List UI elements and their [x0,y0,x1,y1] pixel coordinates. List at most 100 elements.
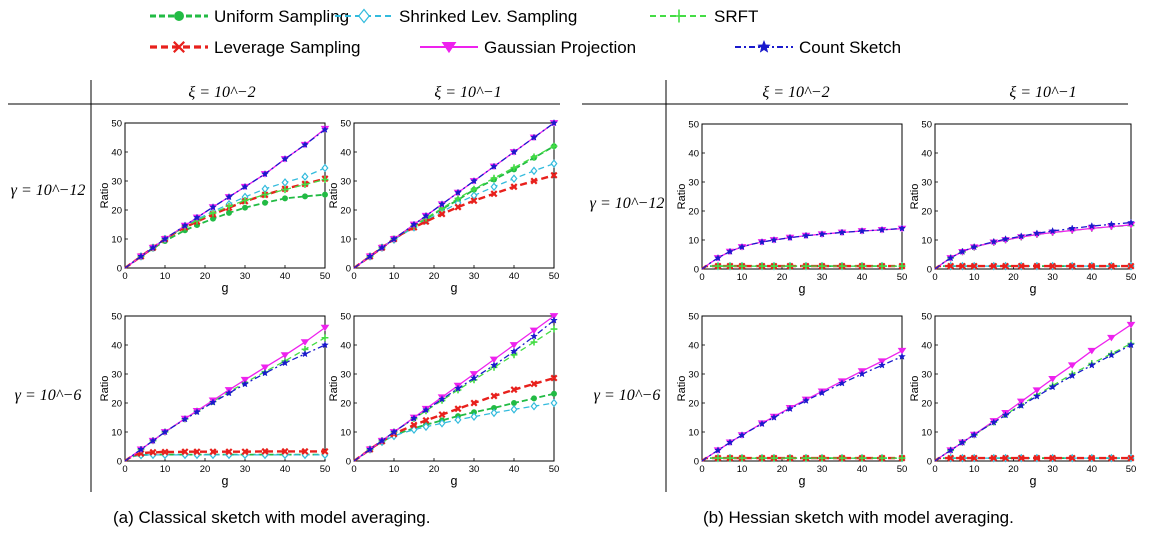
y-tick-label: 50 [921,312,932,323]
data-point [550,398,558,408]
chart-panel-3: 00 10 10 20 20 30 30 40 40 50 50 g Ratio [676,120,907,297]
legend-marker-5 [441,41,457,54]
x-tick-label: 50 [320,271,331,282]
x-tick-label: 50 [549,464,560,475]
data-point [758,419,766,428]
chart-panel-2: 00 10 10 20 20 30 30 40 40 50 50 g Ratio [328,119,559,296]
data-point [550,171,558,179]
series-count-sketch [124,125,329,269]
x-axis-label: g [1030,282,1037,296]
series-count-sketch [701,352,906,462]
data-point [470,373,478,382]
y-tick-label: 10 [111,428,122,439]
data-point [898,224,906,232]
data-point [958,438,967,446]
x-tick-label: 10 [389,464,400,475]
data-point [422,422,430,432]
series-line [353,402,555,462]
data-point [550,325,558,333]
x-tick-label: 40 [280,464,291,475]
data-point [838,262,846,270]
data-point [320,324,330,332]
x-tick-label: 40 [857,464,868,475]
col-header-xi-2-left: ξ = 10^−2 [188,84,255,101]
data-point [726,454,734,462]
data-point [422,405,430,414]
series-line [353,319,555,462]
data-point [242,204,248,211]
data-point [838,379,846,387]
data-point [1002,454,1010,462]
series-line [124,450,325,462]
data-point [1048,226,1057,235]
data-point [490,361,498,369]
data-point [786,454,794,462]
data-point [489,356,499,364]
row-header-gamma-12-left: γ = 10^−12 [11,182,86,199]
col-header-xi-1-left: ξ = 10^−1 [434,84,501,101]
data-point [530,380,538,388]
data-point [958,247,967,255]
data-point [1107,220,1116,228]
y-axis-label: Ratio [909,376,921,402]
data-point [770,413,778,421]
data-point [898,454,906,462]
x-tick-label: 20 [1008,272,1019,283]
data-point [281,178,289,187]
data-point [858,369,866,378]
data-point [1048,376,1057,383]
data-point [738,242,746,251]
data-point [1088,454,1096,462]
series-srft [701,454,906,462]
data-point [193,407,201,416]
x-tick-label: 30 [1047,272,1058,283]
data-point [454,384,462,392]
data-point [422,211,430,220]
data-point [1049,454,1057,462]
y-axis-label: Ratio [328,376,340,402]
data-point [970,454,978,462]
data-point [946,253,955,262]
data-point [300,339,310,346]
data-point [530,401,538,411]
data-point [510,386,518,394]
x-tick-label: 40 [509,464,520,475]
data-point [1087,221,1096,230]
data-point [241,197,249,204]
series-count-sketch [124,340,329,462]
y-tick-label: 40 [688,341,699,352]
data-point [550,142,558,150]
data-point [1033,262,1041,270]
data-point [390,234,398,243]
y-tick-label: 20 [340,399,351,410]
y-axis-label: Ratio [909,184,921,210]
data-point [970,242,979,251]
data-point [510,147,518,156]
x-tick-label: 30 [240,464,251,475]
data-point [226,209,232,216]
data-point [193,448,201,456]
y-tick-label: 20 [688,399,699,410]
data-point [1049,262,1057,270]
data-point [390,427,398,436]
data-point [770,235,778,244]
y-tick-label: 30 [111,177,122,188]
data-point [990,262,998,270]
data-point [149,436,157,445]
data-point [161,427,169,436]
data-point [454,188,462,196]
x-tick-label: 20 [777,464,788,475]
data-point [878,454,886,462]
x-tick-label: 40 [857,272,868,283]
data-point [1068,371,1077,380]
x-tick-label: 10 [737,464,748,475]
y-tick-label: 40 [340,148,351,159]
data-point [1048,382,1057,391]
x-tick-label: 40 [509,271,520,282]
x-tick-label: 40 [1087,272,1098,283]
data-point [261,169,269,178]
data-point [301,349,309,358]
data-point [137,252,145,260]
data-point [470,412,478,421]
data-point [786,404,794,413]
